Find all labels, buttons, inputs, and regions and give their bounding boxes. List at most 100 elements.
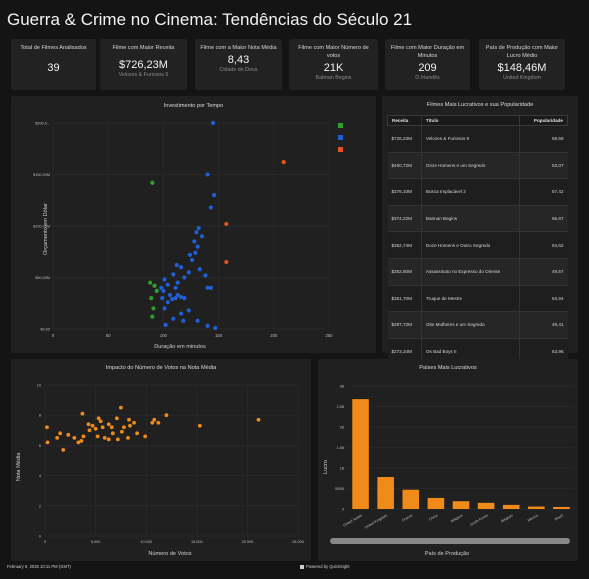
revenue-cell: $351,70M xyxy=(387,284,422,312)
bar xyxy=(553,506,570,509)
scatter1-points xyxy=(148,120,286,331)
data-point xyxy=(96,416,101,421)
revenue-cell: $362,74M xyxy=(387,231,422,259)
title-cell: Truque de Mestre xyxy=(421,284,520,312)
votes-rating-panel: Impacto do Número de Votos na Nota Média… xyxy=(11,359,311,561)
powered-by-label: Powered by QuickSight xyxy=(306,564,350,569)
popularity-cell: 49,41 xyxy=(519,311,568,339)
chart-title: Países Mais Lucrativos xyxy=(419,365,477,371)
countries-bar-chart: 0 500M 1B 1,5B 2B 2,5B 3B United States United K… xyxy=(323,385,574,557)
data-point-medio xyxy=(159,285,164,290)
bar xyxy=(477,502,495,509)
title-cell: Assassinato no Expresso do Oriente xyxy=(421,257,520,286)
column-header-popularity[interactable]: Popularidade xyxy=(519,115,568,126)
kpi-value: $148,46M xyxy=(497,62,547,75)
legend-item-curta[interactable] xyxy=(338,123,346,129)
table-title: Filmes Mais Lucrativos e sua Popularidad… xyxy=(426,102,534,108)
data-point xyxy=(127,417,131,422)
data-point-medio xyxy=(186,270,191,275)
data-point xyxy=(102,435,107,440)
bar xyxy=(377,477,394,509)
investment-scatter-chart: 0 50 100 150 200 250 $0,00 $50,00M $100,00M $150,… xyxy=(33,120,333,350)
data-point-medio xyxy=(203,273,208,278)
x-tick-label: 50 xyxy=(106,333,111,338)
table-row[interactable]: $362,74M Doze Homens e Outro Segredo 53,62 xyxy=(387,231,568,259)
investment-time-panel: Investimento por Tempo 0 50 100 150 200 250 $0… xyxy=(11,96,376,353)
data-point xyxy=(152,417,157,422)
data-point xyxy=(132,420,136,425)
data-point xyxy=(156,420,161,425)
data-point-curta xyxy=(150,180,155,185)
y-tick-label: 2B xyxy=(340,426,345,430)
scatter2-grid xyxy=(44,384,299,537)
x-tick-label: China xyxy=(428,513,438,521)
table-row[interactable]: $726,23M Velozes & Furiosos 9 58,58 xyxy=(387,125,568,153)
table-row[interactable]: $450,72M Onze Homens e um Segredo 53,07 xyxy=(387,151,568,179)
x-tick-label: United Kingdom xyxy=(364,513,388,529)
table-row[interactable]: $374,22M Batman Begins 66,67 xyxy=(387,204,568,232)
data-point xyxy=(45,425,49,430)
column-header-title[interactable]: Título xyxy=(420,115,521,126)
data-point xyxy=(72,435,77,440)
y-tick-label: 6 xyxy=(39,444,41,448)
kpi-top-rating: Filme com a Maior Nota Média 8,43 Cidade… xyxy=(195,39,282,90)
y-tick-label: 2,5B xyxy=(337,405,345,409)
data-point-longo xyxy=(281,160,286,165)
popularity-cell: 66,67 xyxy=(519,204,568,232)
kpi-label: País de Produção com Maior Lucro Médio xyxy=(485,45,559,60)
data-point-medio xyxy=(175,292,180,298)
data-point xyxy=(126,435,130,440)
data-point xyxy=(61,448,66,452)
data-point-medio xyxy=(212,193,217,198)
x-tick-label: France xyxy=(402,513,414,522)
legend-item-medio[interactable] xyxy=(338,135,346,141)
x-tick-label: Mexico xyxy=(527,513,539,522)
column-header-revenue[interactable]: Receita xyxy=(387,115,422,126)
title-cell: Doze Homens e Outro Segredo xyxy=(421,231,520,259)
data-point-medio xyxy=(182,296,187,301)
data-point-medio xyxy=(171,272,176,277)
data-point xyxy=(86,422,91,427)
title-cell: Onze Homens e um Segredo xyxy=(421,151,520,179)
legend-item-longo[interactable] xyxy=(338,147,346,153)
kpi-value: 209 xyxy=(418,62,437,75)
table-row[interactable]: $376,10M Busca Implacável 2 57,42 xyxy=(387,178,568,206)
data-point xyxy=(150,420,155,425)
data-point xyxy=(95,434,100,439)
title-cell: Oito Mulheres e um Segredo xyxy=(421,311,520,339)
legend-swatch xyxy=(338,135,343,140)
x-tick-label: United States xyxy=(342,513,363,527)
popularity-cell: 57,42 xyxy=(519,178,568,206)
data-point-medio xyxy=(161,288,166,293)
x-tick-label: 0 xyxy=(52,333,55,338)
data-point xyxy=(110,431,115,436)
data-point xyxy=(120,429,124,434)
data-point-medio xyxy=(178,265,184,270)
data-point xyxy=(79,438,84,443)
data-point-medio xyxy=(178,294,184,300)
kpi-label: Filme com Maior Número de votos xyxy=(298,45,369,60)
data-point-medio xyxy=(197,267,202,272)
popularity-cell: 58,58 xyxy=(519,125,568,153)
data-point-medio xyxy=(173,296,178,301)
horizontal-scrollbar[interactable] xyxy=(330,538,570,544)
kpi-label: Filme com Maior Duração em Minutos xyxy=(390,45,465,60)
y-tick-label: 3B xyxy=(340,385,345,389)
kpi-label: Total de Filmes Analisados xyxy=(20,45,87,51)
kpi-top-country-profit: País de Produção com Maior Lucro Médio $… xyxy=(479,39,565,90)
table-row[interactable]: $287,72M Oito Mulheres e um Segredo 49,41 xyxy=(387,311,568,339)
data-point xyxy=(80,411,85,416)
revenue-cell: $450,72M xyxy=(387,151,422,179)
table-row[interactable]: $351,70M Truque de Mestre 53,94 xyxy=(387,284,568,312)
table-row[interactable]: $352,80M Assassinato no Expresso do Orien… xyxy=(387,257,568,286)
data-point-medio xyxy=(165,282,170,287)
x-tick-label: South Korea xyxy=(469,513,488,526)
data-point-medio xyxy=(162,277,167,282)
kpi-top-votes: Filme com Maior Número de votos 21K Batm… xyxy=(289,39,378,90)
title-cell: Batman Begins xyxy=(421,204,520,232)
x-tick-label: 150 xyxy=(215,333,223,338)
x-tick-label: 25.000 xyxy=(292,540,304,544)
y-tick-label: $100,00M xyxy=(33,225,50,229)
chart-title: Impacto do Número de Votos na Nota Média xyxy=(105,365,217,371)
data-point xyxy=(122,425,126,430)
